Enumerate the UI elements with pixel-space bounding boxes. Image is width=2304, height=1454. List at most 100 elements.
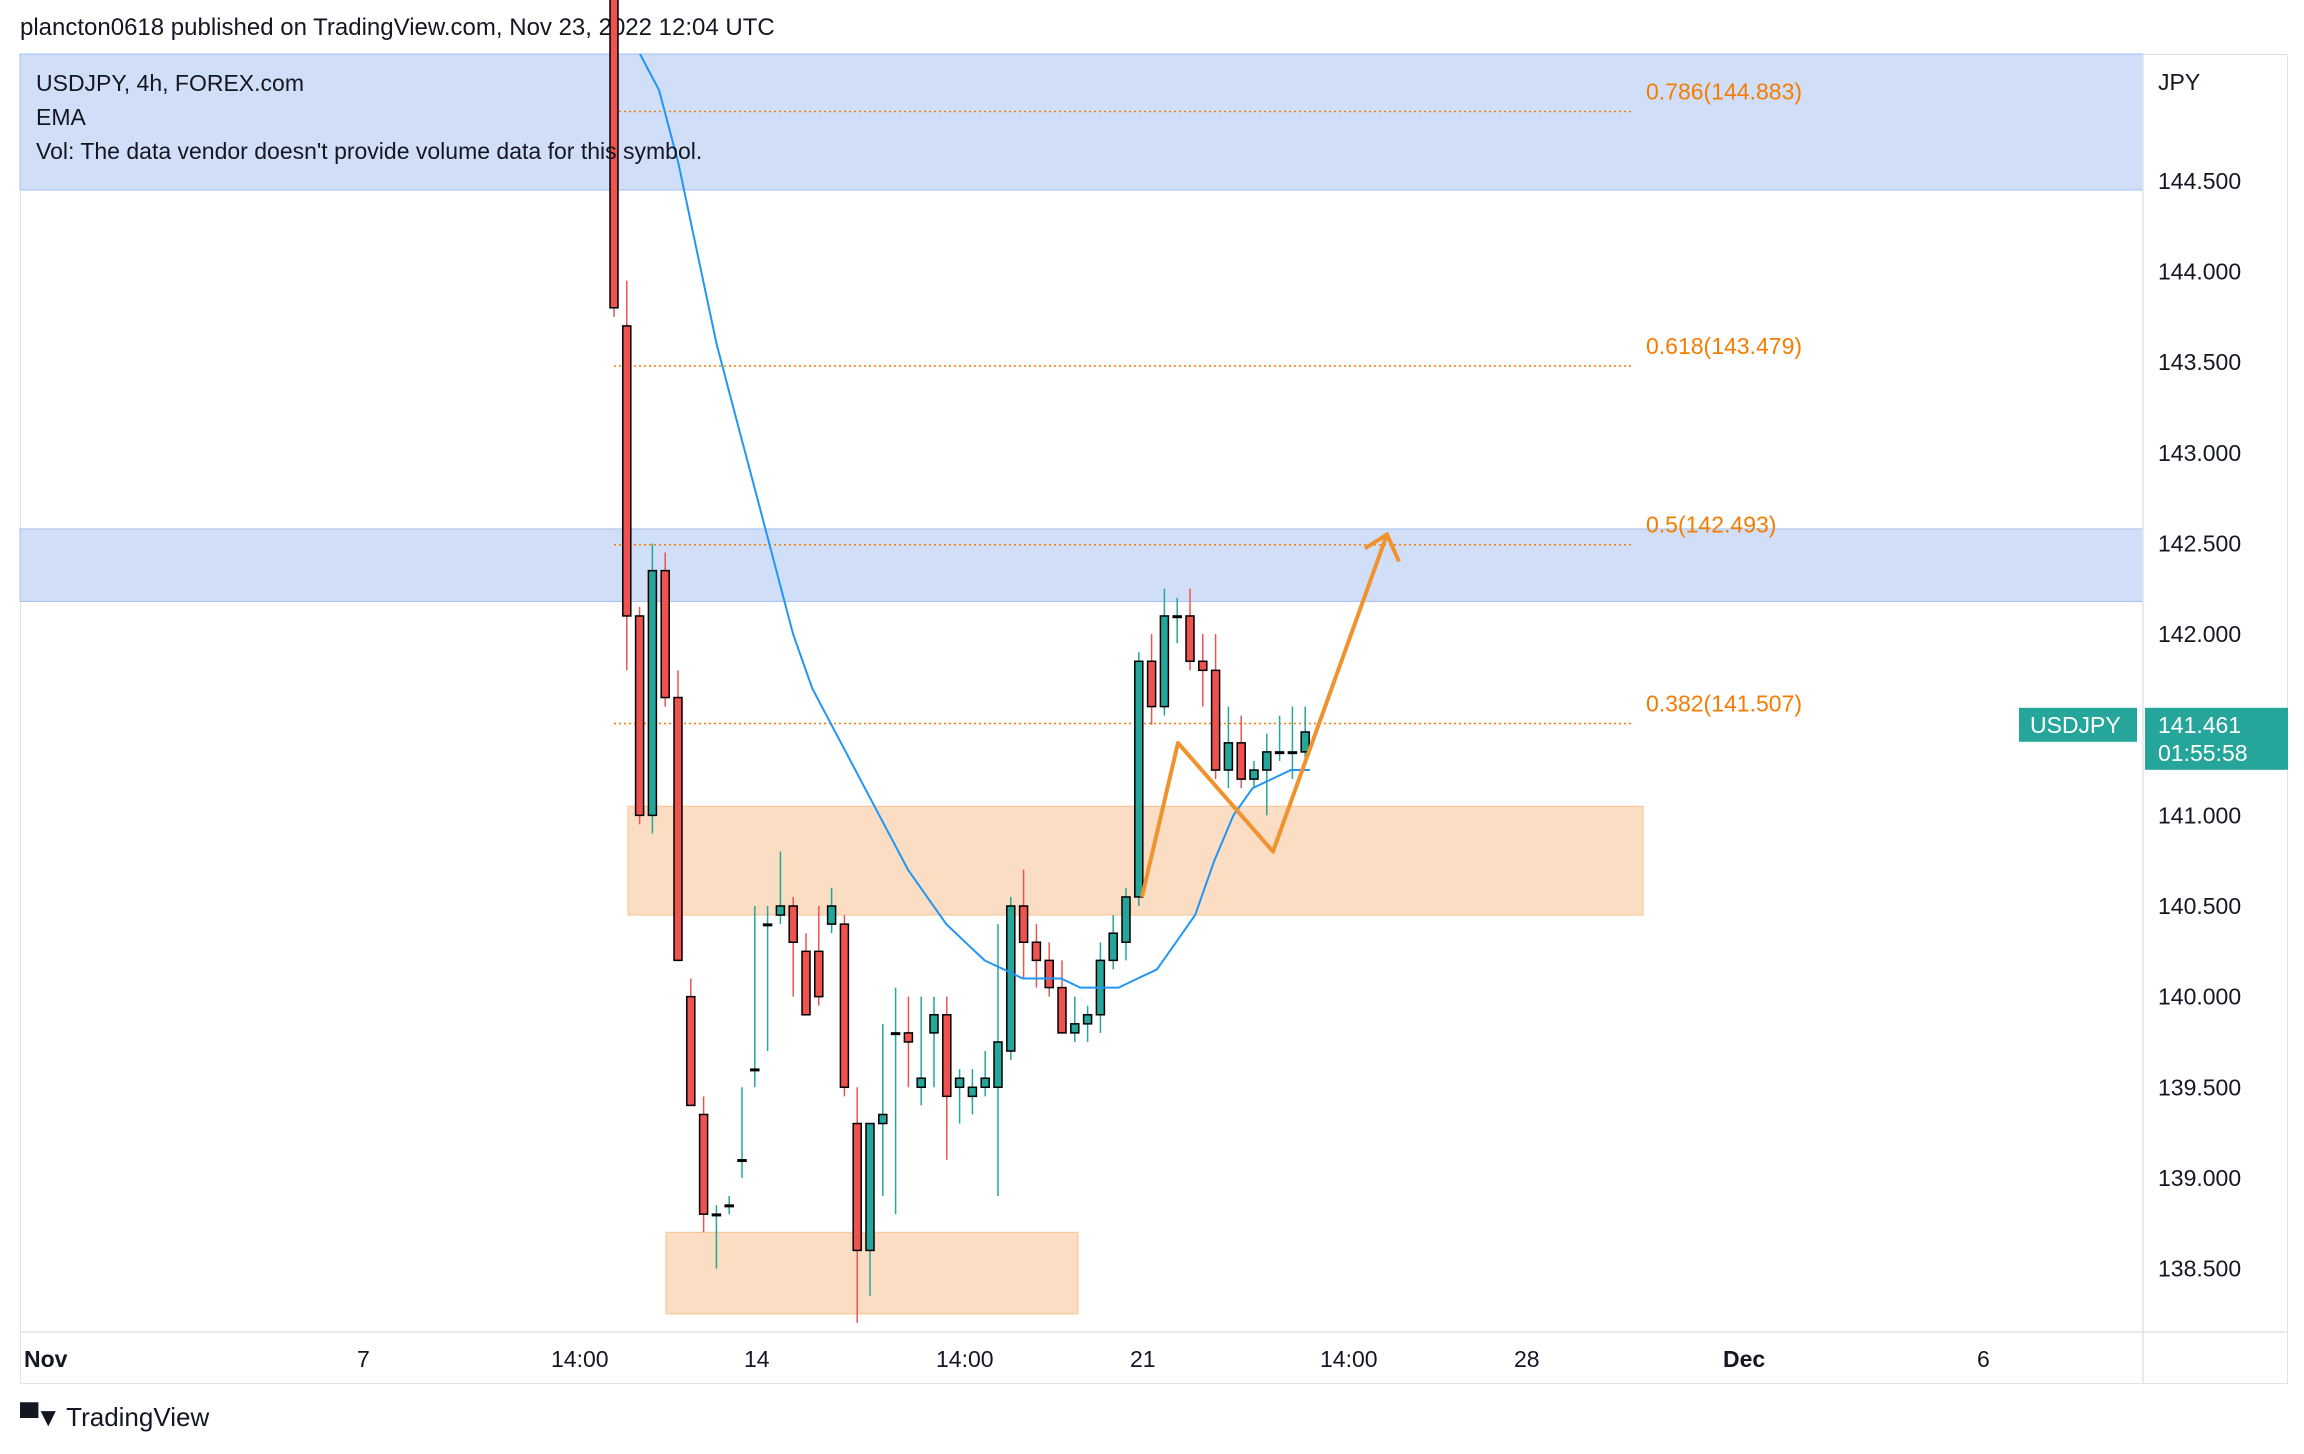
candle-body xyxy=(1172,615,1182,619)
candle xyxy=(1172,597,1182,644)
candle-body xyxy=(1044,959,1054,989)
candle xyxy=(622,280,632,671)
annotation-arrowhead xyxy=(1363,531,1401,563)
candle-body xyxy=(1134,660,1144,898)
candle-body xyxy=(801,950,811,1016)
candle-body xyxy=(698,1113,709,1215)
legend-indicator[interactable]: EMA xyxy=(36,104,86,130)
candle-body xyxy=(724,1204,734,1208)
candle xyxy=(1236,715,1246,789)
price-tick-label: 141.000 xyxy=(2158,802,2241,828)
candle-body xyxy=(1300,731,1310,753)
candle-body xyxy=(1236,742,1246,780)
time-tick-label: 6 xyxy=(1977,1346,1990,1372)
candle-body xyxy=(852,1122,862,1252)
candle-body xyxy=(1223,742,1234,771)
candle-body xyxy=(993,1041,1003,1089)
candle xyxy=(929,996,939,1088)
symbol-tag-label: USDJPY xyxy=(2030,712,2121,738)
candle xyxy=(1185,588,1195,671)
candle xyxy=(673,670,683,962)
candle xyxy=(814,906,824,1006)
candle-body xyxy=(1031,941,1042,962)
candle xyxy=(609,0,619,317)
symbol-tag xyxy=(2019,707,2137,742)
ema-line xyxy=(639,53,1310,989)
candle-body xyxy=(1018,905,1029,944)
candle-body xyxy=(1108,932,1118,962)
publish-header: plancton0618 published on TradingView.co… xyxy=(20,14,775,41)
candle-body xyxy=(980,1077,990,1089)
candle-body xyxy=(686,995,696,1107)
candle xyxy=(762,906,773,1052)
last-price-value: 141.461 xyxy=(2158,712,2241,738)
candle-body xyxy=(1287,751,1298,755)
zone-resistance xyxy=(19,53,2144,191)
bar-countdown: 01:55:58 xyxy=(2158,740,2248,766)
legend-symbol[interactable]: USDJPY, 4h, FOREX.com xyxy=(36,70,304,96)
candle xyxy=(788,896,798,997)
price-tick-label: 142.000 xyxy=(2158,621,2241,647)
price-tick-label: 138.500 xyxy=(2158,1256,2241,1282)
price-tick-label: 139.000 xyxy=(2158,1165,2241,1191)
candle xyxy=(1274,715,1285,761)
candle-body xyxy=(967,1086,978,1098)
price-tick-label: 143.500 xyxy=(2158,349,2241,375)
fib-levels-layer: 0.786(144.883) 0.618(143.479) 0.5(142.493)… xyxy=(614,78,1802,725)
price-tick-label: 139.500 xyxy=(2158,1074,2241,1100)
candle-body xyxy=(647,569,658,817)
candle-body xyxy=(1006,905,1016,1052)
candle-body xyxy=(1146,660,1157,708)
price-tick-label: 144.500 xyxy=(2158,168,2241,194)
candle-body xyxy=(1082,1014,1093,1025)
candle xyxy=(1300,706,1310,761)
candle-body xyxy=(762,923,773,927)
price-axis-currency: JPY xyxy=(2158,69,2200,95)
footer-brand[interactable]: ▀▼ TradingView xyxy=(20,1402,209,1433)
candle-body xyxy=(1249,769,1259,780)
candle-body xyxy=(622,325,632,617)
price-tick-label: 144.000 xyxy=(2158,259,2241,285)
candle-body xyxy=(1159,615,1170,708)
candle xyxy=(1082,1005,1093,1042)
candle-body xyxy=(609,0,619,309)
candle xyxy=(1262,733,1272,816)
candle xyxy=(634,606,645,825)
candle-body xyxy=(1057,986,1067,1034)
candle xyxy=(1057,960,1067,1034)
candle xyxy=(903,996,914,1088)
candle-body xyxy=(878,1113,888,1125)
candle-body xyxy=(942,1014,952,1098)
candle xyxy=(852,1087,862,1323)
candle xyxy=(1223,706,1234,789)
candle-body xyxy=(1070,1023,1080,1034)
candle xyxy=(942,996,952,1160)
candle xyxy=(647,543,658,834)
candle-body xyxy=(1274,751,1285,755)
fib-label: 0.618(143.479) xyxy=(1646,333,1802,359)
fib-label: 0.5(142.493) xyxy=(1646,512,1776,538)
candle xyxy=(1159,588,1170,716)
brand-name: TradingView xyxy=(66,1402,210,1432)
candle xyxy=(775,851,786,925)
candle xyxy=(993,924,1003,1197)
price-tick-label: 143.000 xyxy=(2158,440,2241,466)
candle xyxy=(826,887,837,934)
candle-body xyxy=(916,1077,926,1089)
candle-body xyxy=(1210,669,1221,771)
price-axis: JPY 144.500 144.000 143.500 143.000 142.500 14… xyxy=(2142,54,2241,1384)
candle xyxy=(1108,915,1118,970)
candle-body xyxy=(775,905,786,916)
candle xyxy=(750,906,760,1088)
candle-body xyxy=(814,950,824,998)
time-tick-label: 7 xyxy=(357,1346,370,1372)
annotation-layer xyxy=(1140,531,1401,898)
candle xyxy=(878,1023,888,1197)
candle xyxy=(1287,706,1298,780)
candle-body xyxy=(1185,615,1195,663)
candle xyxy=(890,987,901,1215)
candle xyxy=(865,1122,875,1296)
candle xyxy=(980,1051,990,1097)
